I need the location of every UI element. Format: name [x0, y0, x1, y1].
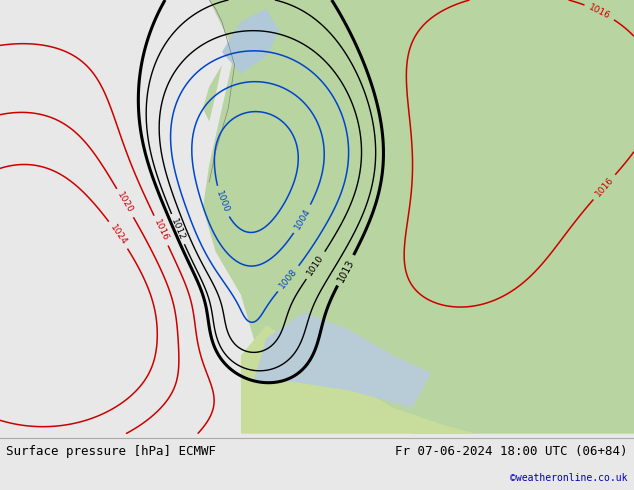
Text: 1016: 1016 [587, 2, 612, 21]
Text: 1020: 1020 [115, 191, 135, 215]
Polygon shape [203, 65, 222, 122]
Text: 1012: 1012 [169, 217, 186, 242]
Polygon shape [203, 0, 634, 434]
Text: 1013: 1013 [335, 257, 356, 283]
Text: ©weatheronline.co.uk: ©weatheronline.co.uk [510, 472, 628, 483]
Text: 1004: 1004 [293, 207, 312, 231]
Text: 1008: 1008 [278, 267, 299, 291]
Text: 1000: 1000 [214, 189, 231, 214]
Text: 1016: 1016 [152, 218, 170, 243]
Text: Surface pressure [hPa] ECMWF: Surface pressure [hPa] ECMWF [6, 445, 216, 458]
Text: Fr 07-06-2024 18:00 UTC (06+84): Fr 07-06-2024 18:00 UTC (06+84) [395, 445, 628, 458]
Polygon shape [241, 325, 476, 434]
Polygon shape [254, 312, 431, 408]
Text: 1016: 1016 [593, 175, 615, 198]
Polygon shape [222, 9, 279, 74]
Polygon shape [235, 0, 361, 96]
Text: 1024: 1024 [108, 223, 129, 247]
Text: 1010: 1010 [306, 253, 326, 277]
